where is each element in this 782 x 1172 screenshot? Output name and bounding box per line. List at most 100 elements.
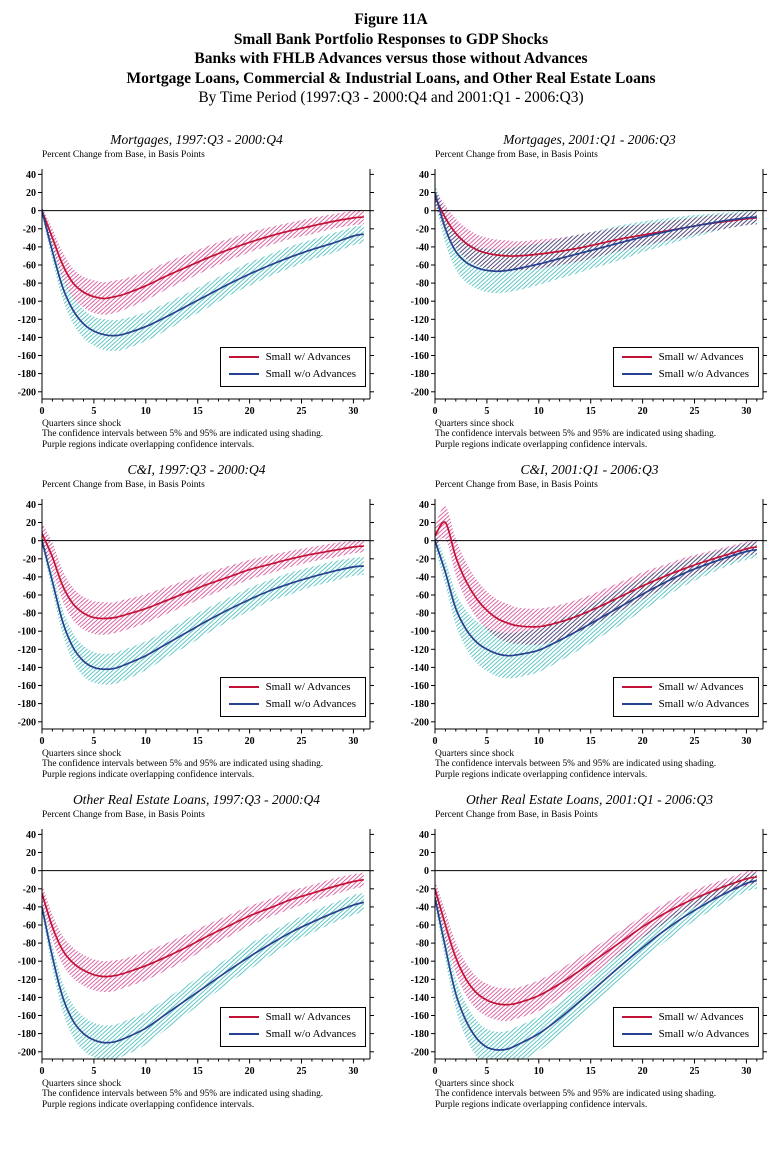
svg-text:40: 40 bbox=[419, 499, 429, 510]
svg-text:10: 10 bbox=[141, 1066, 151, 1077]
panel-title: Mortgages, 1997:Q3 - 2000:Q4 bbox=[110, 131, 283, 147]
line-without-advances bbox=[435, 539, 757, 657]
svg-text:-160: -160 bbox=[18, 681, 36, 692]
ci-band-with-advances bbox=[435, 505, 757, 645]
svg-text:-180: -180 bbox=[18, 369, 36, 380]
svg-text:-180: -180 bbox=[411, 1029, 429, 1040]
figure-title: Small Bank Portfolio Responses to GDP Sh… bbox=[233, 30, 549, 48]
svg-text:15: 15 bbox=[586, 1066, 596, 1077]
svg-text:30: 30 bbox=[741, 406, 751, 417]
ci-band-without-advances bbox=[42, 892, 364, 1059]
svg-text:15: 15 bbox=[586, 406, 596, 417]
x-axis-caption: Quarters since shock bbox=[435, 418, 515, 429]
plot-area: 40 20 0 -20 -40 -60 -80 -100 -120 -140 -160 -180 -20… bbox=[2, 821, 380, 1079]
svg-text:25: 25 bbox=[690, 736, 700, 747]
svg-text:15: 15 bbox=[586, 736, 596, 747]
footnote-purple: Purple regions indicate overlapping conf… bbox=[435, 770, 648, 780]
series-lines bbox=[435, 875, 758, 1051]
svg-text:25: 25 bbox=[690, 1066, 700, 1077]
legend-item-with-advances: Small w/ Advances bbox=[228, 1010, 356, 1024]
svg-text:-20: -20 bbox=[416, 554, 429, 565]
svg-text:0: 0 bbox=[424, 536, 429, 547]
y-axis-caption: Percent Change from Base, in Basis Point… bbox=[42, 149, 205, 160]
ci-band-without-advances bbox=[435, 872, 757, 1059]
y-axis-caption: Percent Change from Base, in Basis Point… bbox=[435, 479, 598, 490]
line-with-advances bbox=[435, 875, 757, 1006]
legend-item-with-advances: Small w/ Advances bbox=[621, 680, 749, 694]
svg-text:-100: -100 bbox=[411, 956, 429, 967]
svg-text:-180: -180 bbox=[411, 369, 429, 380]
panel-ci-1997-2000: C&I, 1997:Q3 - 2000:Q4 Percent Change fr… bbox=[2, 462, 391, 782]
footnote-shading: The confidence intervals between 5% and … bbox=[435, 1088, 717, 1099]
svg-text:-140: -140 bbox=[18, 992, 36, 1003]
svg-text:20: 20 bbox=[638, 736, 648, 747]
svg-text:-200: -200 bbox=[411, 717, 429, 728]
svg-text:-160: -160 bbox=[411, 681, 429, 692]
figure-number: Figure 11A bbox=[354, 11, 428, 28]
svg-text:40: 40 bbox=[26, 169, 36, 180]
svg-text:5: 5 bbox=[484, 406, 489, 417]
legend: Small w/ Advances Small w/o Advances bbox=[612, 1006, 759, 1047]
svg-text:-120: -120 bbox=[411, 974, 429, 985]
svg-text:0: 0 bbox=[433, 1066, 438, 1077]
line-without-advances bbox=[42, 900, 365, 1044]
series-lines bbox=[42, 532, 364, 670]
y-tick-labels: 40 20 0 -20 -40 -60 -80 -100 -120 -140 -160 -180 -20… bbox=[411, 169, 429, 397]
svg-text:-20: -20 bbox=[23, 224, 36, 235]
axes bbox=[431, 828, 767, 1063]
y-tick-labels: 40 20 0 -20 -40 -60 -80 -100 -120 -140 -160 -180 -20… bbox=[18, 829, 36, 1057]
svg-text:0: 0 bbox=[40, 406, 45, 417]
axes bbox=[38, 498, 374, 733]
plot-area: 40 20 0 -20 -40 -60 -80 -100 -120 -140 -160 -180 -20… bbox=[395, 161, 773, 419]
figure-subtitle-period: By Time Period (1997:Q3 - 2000:Q4 and 20… bbox=[198, 89, 584, 106]
chart-svg: 40 20 0 -20 -40 -60 -80 -100 -120 -140 -160 -180 -20… bbox=[18, 828, 374, 1077]
blue-line-sample bbox=[621, 703, 652, 705]
svg-text:-100: -100 bbox=[18, 296, 36, 307]
svg-text:25: 25 bbox=[690, 406, 700, 417]
x-axis-caption: Quarters since shock bbox=[42, 1078, 122, 1089]
legend: Small w/ Advances Small w/o Advances bbox=[219, 1006, 366, 1047]
svg-text:-140: -140 bbox=[411, 662, 429, 673]
svg-text:40: 40 bbox=[419, 169, 429, 180]
svg-text:-200: -200 bbox=[411, 1047, 429, 1058]
svg-text:20: 20 bbox=[245, 1066, 255, 1077]
svg-text:-160: -160 bbox=[411, 1011, 429, 1022]
legend-label-without-advances: Small w/o Advances bbox=[658, 1027, 749, 1040]
svg-text:0: 0 bbox=[433, 406, 438, 417]
axes bbox=[38, 828, 374, 1063]
panel-title: Other Real Estate Loans, 1997:Q3 - 2000:… bbox=[72, 791, 321, 807]
x-tick-labels: 0 5 10 15 20 25 30 bbox=[40, 1066, 359, 1077]
svg-text:-120: -120 bbox=[18, 314, 36, 325]
svg-text:-180: -180 bbox=[18, 699, 36, 710]
svg-text:20: 20 bbox=[26, 188, 36, 199]
line-with-advances bbox=[42, 209, 364, 299]
x-tick-labels: 0 5 10 15 20 25 30 bbox=[40, 406, 359, 417]
svg-text:25: 25 bbox=[297, 1066, 307, 1077]
svg-text:-160: -160 bbox=[18, 351, 36, 362]
y-axis-caption: Percent Change from Base, in Basis Point… bbox=[435, 809, 598, 820]
svg-text:-180: -180 bbox=[411, 699, 429, 710]
svg-text:15: 15 bbox=[193, 406, 203, 417]
svg-text:-120: -120 bbox=[411, 644, 429, 655]
svg-text:-120: -120 bbox=[18, 644, 36, 655]
svg-text:0: 0 bbox=[424, 206, 429, 217]
svg-text:-200: -200 bbox=[18, 1047, 36, 1058]
red-line-sample bbox=[228, 1016, 259, 1018]
legend-label-with-advances: Small w/ Advances bbox=[658, 680, 744, 693]
chart-svg: 40 20 0 -20 -40 -60 -80 -100 -120 -140 -160 -180 -20… bbox=[411, 498, 767, 747]
legend-label-with-advances: Small w/ Advances bbox=[265, 1010, 351, 1023]
svg-text:5: 5 bbox=[484, 736, 489, 747]
svg-text:-80: -80 bbox=[416, 608, 429, 619]
svg-text:30: 30 bbox=[348, 736, 358, 747]
panel-other-re-1997-2000: Other Real Estate Loans, 1997:Q3 - 2000:… bbox=[2, 792, 391, 1112]
plot-area: 40 20 0 -20 -40 -60 -80 -100 -120 -140 -160 -180 -20… bbox=[2, 161, 380, 419]
legend-item-with-advances: Small w/ Advances bbox=[228, 351, 356, 364]
panel-other-re-2001-2006: Other Real Estate Loans, 2001:Q1 - 2006:… bbox=[395, 792, 782, 1112]
svg-text:-40: -40 bbox=[23, 902, 36, 913]
svg-text:5: 5 bbox=[91, 406, 96, 417]
svg-text:-60: -60 bbox=[416, 590, 429, 601]
svg-text:0: 0 bbox=[433, 736, 438, 747]
svg-text:-200: -200 bbox=[18, 387, 36, 398]
ci-band-with-advances bbox=[42, 522, 364, 635]
axes bbox=[431, 498, 767, 733]
